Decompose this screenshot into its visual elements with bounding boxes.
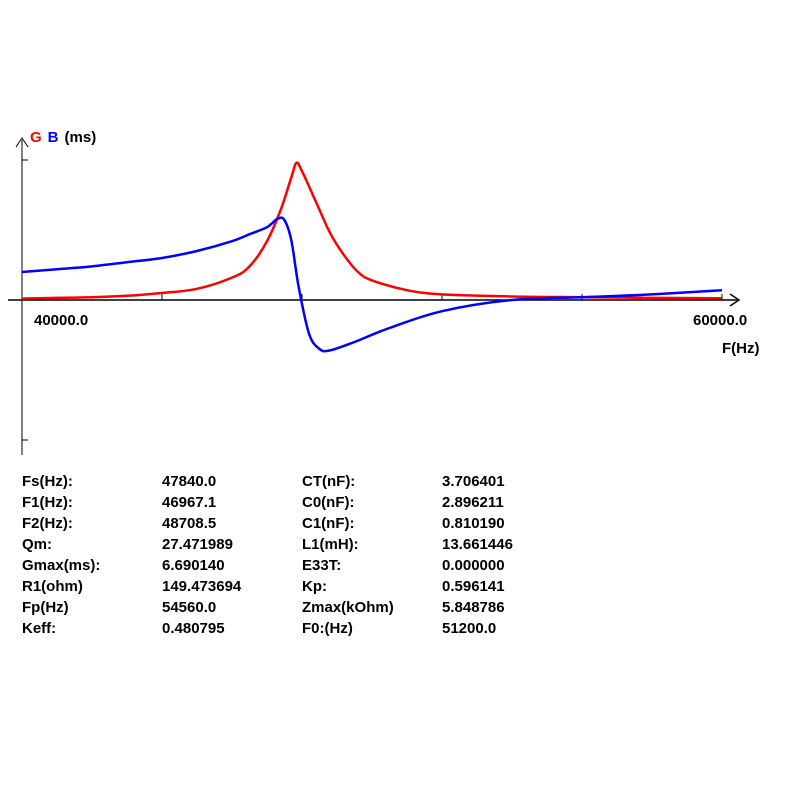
param-row: Keff: 0.480795 F0:(Hz) 51200.0 — [22, 618, 582, 639]
param-label: R1(ohm) — [22, 578, 83, 595]
param-row: R1(ohm) 149.473694 Kp: 0.596141 — [22, 576, 582, 597]
param-label: C1(nF): — [302, 515, 355, 532]
param-label: CT(nF): — [302, 473, 356, 490]
parameter-table: Fs(Hz): 47840.0 CT(nF): 3.706401 F1(Hz):… — [22, 471, 582, 639]
param-label: Fs(Hz): — [22, 473, 73, 490]
param-value: 0.000000 — [442, 557, 505, 574]
param-value: 3.706401 — [442, 473, 505, 490]
x-tick-label-end: 60000.0 — [693, 312, 748, 329]
param-value: 6.690140 — [162, 557, 225, 574]
param-label: E33T: — [302, 557, 342, 574]
x-tick-label-start: 40000.0 — [34, 312, 89, 329]
param-value: 0.810190 — [442, 515, 505, 532]
param-label: Zmax(kOhm) — [302, 599, 394, 616]
param-value: 54560.0 — [162, 599, 217, 616]
param-value: 47840.0 — [162, 473, 217, 490]
param-label: Fp(Hz) — [22, 599, 69, 616]
param-value: 48708.5 — [162, 515, 217, 532]
param-row: Fs(Hz): 47840.0 CT(nF): 3.706401 — [22, 471, 582, 492]
legend-b: B — [47, 129, 59, 146]
param-row: F2(Hz): 48708.5 C1(nF): 0.810190 — [22, 513, 582, 534]
param-value: 46967.1 — [162, 494, 217, 511]
param-label: F2(Hz): — [22, 515, 73, 532]
param-label: F0:(Hz) — [302, 620, 353, 637]
x-axis-label: F(Hz) — [722, 340, 760, 357]
param-label: C0(nF): — [302, 494, 355, 511]
param-label: F1(Hz): — [22, 494, 73, 511]
legend-unit: (ms) — [64, 129, 97, 146]
legend: G B (ms) — [30, 129, 96, 146]
param-value: 0.480795 — [162, 620, 225, 637]
param-label: Kp: — [302, 578, 327, 595]
x-axis-arrow — [729, 293, 741, 307]
param-row: Fp(Hz) 54560.0 Zmax(kOhm) 5.848786 — [22, 597, 582, 618]
series-layer — [21, 161, 723, 353]
legend-g: G — [30, 129, 42, 146]
param-label: Qm: — [22, 536, 52, 553]
param-value: 149.473694 — [162, 578, 242, 595]
series-line-g — [21, 161, 723, 300]
param-label: L1(mH): — [302, 536, 359, 553]
param-row: Gmax(ms): 6.690140 E33T: 0.000000 — [22, 555, 582, 576]
series-line-b — [21, 216, 723, 353]
param-value: 13.661446 — [442, 536, 513, 553]
param-value: 0.596141 — [442, 578, 505, 595]
y-axis-arrow — [15, 137, 29, 148]
param-row: Qm: 27.471989 L1(mH): 13.661446 — [22, 534, 582, 555]
param-label: Gmax(ms): — [22, 557, 101, 574]
param-value: 2.896211 — [442, 494, 504, 511]
param-row: F1(Hz): 46967.1 C0(nF): 2.896211 — [22, 492, 582, 513]
param-value: 27.471989 — [162, 536, 233, 553]
param-value: 5.848786 — [442, 599, 505, 616]
param-label: Keff: — [22, 620, 57, 637]
param-value: 51200.0 — [442, 620, 497, 637]
